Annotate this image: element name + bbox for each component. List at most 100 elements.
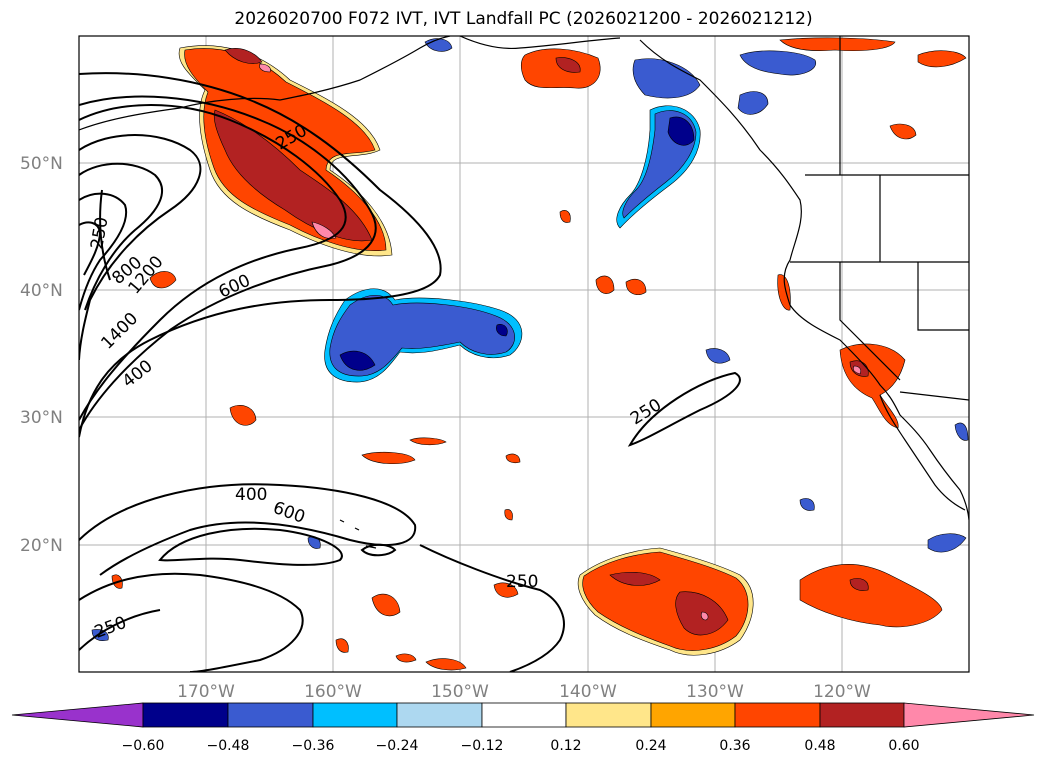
- pc-region-ribbon-3: [505, 453, 521, 464]
- pc-region-mid-3: [559, 210, 571, 223]
- latitude-labels: 50°N 40°N 30°N 20°N: [20, 154, 63, 556]
- ivt-contour-250-south: [79, 572, 304, 672]
- pc-region-gulf-alaska: [520, 48, 601, 89]
- pc-region-bc-interior: [889, 123, 917, 140]
- colorbar-segment-5: [481, 702, 567, 728]
- colorbar-extend-high: [903, 702, 1035, 728]
- contour-label-250-south-east: 250: [506, 572, 538, 592]
- pc-region-dateline-small: [149, 271, 177, 289]
- lat-label-30n: 30°N: [20, 408, 63, 428]
- pc-region-ribbon-1: [361, 451, 416, 464]
- pc-region-bottom-4: [395, 653, 417, 663]
- lon-label-150w: 150°W: [431, 682, 489, 702]
- ivt-contour-250-subtropical: [627, 371, 741, 447]
- coast-alaska-peninsula: [79, 36, 451, 131]
- coast-mexico-border: [899, 391, 969, 401]
- pc-region-bottom-blue-2: [799, 498, 815, 511]
- ivt-contour-600-south: [158, 527, 343, 566]
- colorbar-tick-3: −0.36: [292, 738, 335, 754]
- ivt-contour-600-north: [79, 104, 347, 421]
- colorbar-segment-9: [819, 702, 905, 728]
- pc-region-top-blue-4: [737, 91, 769, 115]
- ivt-contour-1000: [79, 162, 164, 311]
- colorbar-segment-3: [312, 702, 398, 728]
- pc-region-ribbon-4: [504, 509, 513, 521]
- colorbar-segment-6: [565, 702, 652, 728]
- pc-region-south-central-core-2: [609, 571, 661, 586]
- ivt-contour-800: [79, 134, 202, 361]
- coast-state-4: [917, 262, 969, 331]
- lon-label-130w: 130°W: [686, 682, 744, 702]
- colorbar-tick-6: 0.12: [550, 738, 581, 754]
- colorbar-ticks: −0.60 −0.48 −0.36 −0.24 −0.12 0.12 0.24 …: [122, 738, 920, 754]
- pc-region-northeast-corner: [779, 37, 896, 52]
- pc-region-bottom-6: [335, 638, 349, 653]
- positive-pc-shading: [111, 37, 967, 671]
- map-border: [78, 35, 970, 673]
- pc-region-mid-2: [625, 279, 647, 295]
- pc-region-gulf-alaska-core: [555, 57, 581, 73]
- coast-alaska-gulf: [459, 36, 621, 50]
- ivt-contour-250-dateline: [99, 189, 111, 281]
- coast-state-2: [839, 262, 901, 381]
- pc-region-south-central-peak: [700, 611, 709, 621]
- coast-hawaii-2: [339, 519, 345, 523]
- lon-label-120w: 120°W: [813, 682, 871, 702]
- lat-label-40n: 40°N: [20, 281, 63, 301]
- colorbar-segment-8: [734, 702, 821, 728]
- colorbar-tick-1: −0.60: [122, 738, 165, 754]
- pc-region-central-blue-core: [339, 350, 376, 371]
- colorbar-tick-7: 0.24: [635, 738, 666, 754]
- colorbar-segment-4: [396, 702, 483, 728]
- pc-region-top-blue-3: [739, 50, 817, 76]
- colorbar-segment-2: [227, 702, 314, 728]
- ivt-contour-small-loop: [360, 543, 397, 557]
- coast-baja: [879, 394, 966, 511]
- pc-region-ribbon-2: [409, 437, 447, 446]
- negative-pc-shading: [91, 38, 969, 641]
- lat-label-50n: 50°N: [20, 154, 63, 174]
- colorbar-tick-4: −0.24: [376, 738, 419, 754]
- colorbar-tick-2: −0.48: [207, 738, 250, 754]
- colorbar-tick-5: −0.12: [461, 738, 504, 754]
- pc-region-southeast-core: [849, 578, 869, 591]
- ivt-contour-250-south-west: [79, 609, 161, 651]
- coast-hawaii-3: [354, 527, 360, 531]
- lon-label-140w: 140°W: [559, 682, 617, 702]
- pc-region-northeast-edge: [917, 50, 967, 68]
- coast-bc-coast: [639, 39, 969, 521]
- pc-region-southeast: [799, 564, 943, 628]
- pc-region-bottom-1: [371, 593, 401, 617]
- colorbar-tick-10: 0.60: [888, 738, 919, 754]
- pc-region-aleutian-peak: [259, 63, 271, 73]
- pc-region-band-core: [213, 109, 373, 242]
- colorbar-extend-low: [11, 702, 144, 728]
- pc-region-baja-blue: [927, 533, 967, 553]
- coastlines: [79, 36, 969, 549]
- pc-region-hawaii-blue: [705, 348, 731, 364]
- pc-region-bottom-3: [425, 658, 467, 671]
- colorbar-segment-7: [650, 702, 736, 728]
- pc-region-mid-1: [595, 275, 615, 294]
- ivt-contour-250-south-east: [419, 544, 565, 672]
- pc-region-gulf-blue-core: [667, 116, 695, 146]
- pc-region-mexico-blue: [954, 422, 969, 441]
- pc-region-top-blue-2: [632, 58, 701, 99]
- lon-label-170w: 170°W: [177, 682, 235, 702]
- pc-region-central-blue-inner: [329, 294, 515, 377]
- ivt-contour-400-south: [79, 483, 417, 576]
- pc-region-west-small: [229, 405, 257, 426]
- pc-region-socal-peak: [852, 365, 862, 375]
- colorbar-segment-1: [142, 702, 229, 728]
- colorbar-tick-8: 0.36: [719, 738, 750, 754]
- coast-hawaii-1: [365, 545, 377, 549]
- lon-label-160w: 160°W: [304, 682, 362, 702]
- pc-region-band-peak: [311, 221, 337, 239]
- colorbar-tick-9: 0.48: [804, 738, 835, 754]
- lat-label-20n: 20°N: [20, 536, 63, 556]
- longitude-labels: 170°W 160°W 150°W 140°W 130°W 120°W: [177, 682, 871, 702]
- contour-label-400-south: 400: [235, 485, 267, 505]
- pc-region-central-blue-core-2: [496, 324, 508, 337]
- pc-region-bottom-2: [493, 582, 519, 598]
